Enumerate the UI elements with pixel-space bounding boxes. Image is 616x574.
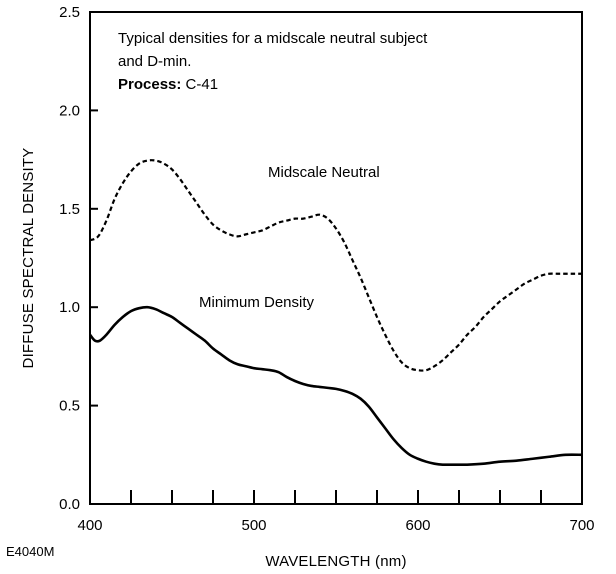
process-label: Process: [118,76,181,93]
x-tick-label: 600 [405,517,430,534]
series-label-minimum-density: Minimum Density [199,294,315,311]
plot-frame [89,11,583,505]
tick-labels: 0.0 0.5 1.0 1.5 2.0 2.5 400 500 600 700 [59,4,594,534]
x-tick-label: 400 [77,517,102,534]
axis-ticks [90,109,542,504]
y-tick-label: 1.5 [59,201,80,218]
y-tick-label: 1.0 [59,299,80,316]
series-line-midscale-neutral [89,159,582,372]
x-axis-title: WAVELENGTH (nm) [265,553,406,570]
y-tick-label: 0.0 [59,496,80,513]
y-tick-label: 2.0 [59,102,80,119]
x-tick-label: 700 [569,517,594,534]
annotation-line-1: Typical densities for a midscale neutral… [118,30,428,47]
process-value: C-41 [181,76,218,93]
figure-code: E4040M [6,544,54,559]
annotation-line-2: and D-min. [118,53,191,70]
x-tick-label: 500 [241,517,266,534]
plot-series [88,159,583,467]
y-tick-label: 2.5 [59,4,80,21]
annotation-process: Process: C-41 [118,76,218,93]
y-tick-label: 0.5 [59,398,80,415]
series-line-minimum-density [88,305,583,467]
series-label-midscale-neutral: Midscale Neutral [268,164,380,181]
y-axis-title: DIFFUSE SPECTRAL DENSITY [20,148,37,369]
